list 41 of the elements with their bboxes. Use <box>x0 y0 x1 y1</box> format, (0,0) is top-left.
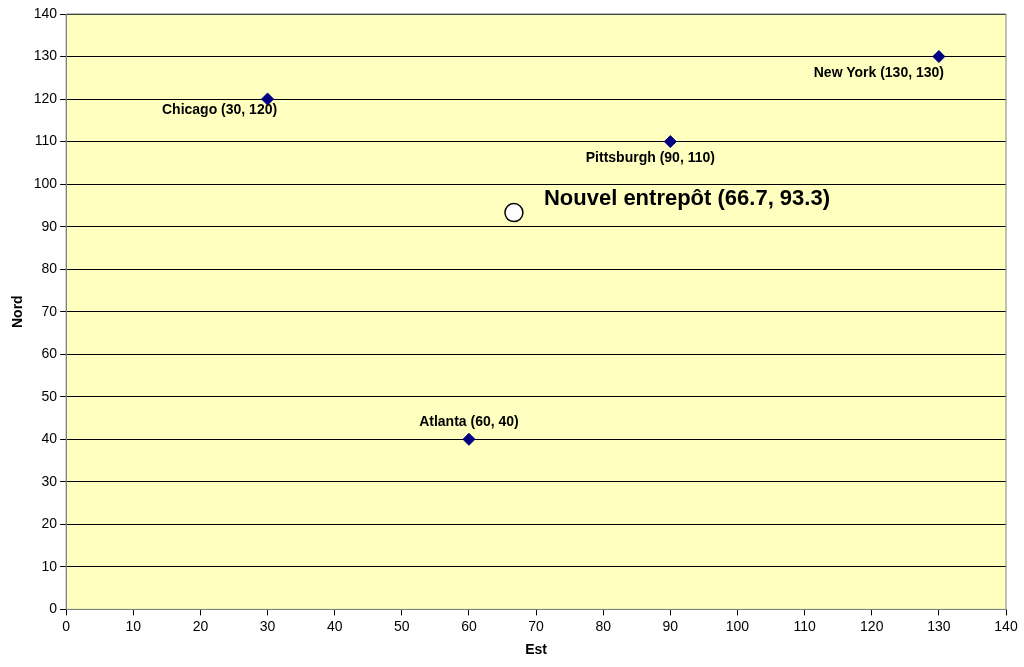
x-tick-label: 50 <box>394 617 410 634</box>
x-tick-label: 40 <box>326 617 343 634</box>
point <box>663 135 677 149</box>
point <box>932 50 946 64</box>
x-tick-label: 20 <box>192 617 209 634</box>
y-tick-label: 130 <box>33 47 58 64</box>
y-tick-label: 50 <box>41 387 58 404</box>
annotation: Chicago (30, 120) <box>161 100 278 117</box>
y-tick-label: 30 <box>41 472 58 489</box>
y-tick-label: 100 <box>33 174 58 191</box>
y-tick-label: 70 <box>41 302 58 319</box>
x-tick-label: 30 <box>259 617 276 634</box>
x-tick-label: 130 <box>927 617 951 634</box>
annotation: New York (130, 130) <box>813 64 944 81</box>
y-tick-label: 110 <box>34 132 58 149</box>
x-tick-label: 90 <box>662 617 679 634</box>
y-tick-label: 90 <box>41 217 58 234</box>
x-tick-label: 110 <box>793 617 816 634</box>
y-tick-label: 10 <box>41 557 58 574</box>
y-tick-label: 80 <box>41 260 58 277</box>
x-tick-label: 70 <box>528 617 545 634</box>
y-tick-label: 120 <box>33 89 58 106</box>
x-tick-label: 80 <box>595 617 612 634</box>
x-tick-label: 140 <box>994 617 1018 634</box>
x-tick-label: 120 <box>860 617 884 634</box>
y-tick-label: 60 <box>41 345 58 362</box>
annotation: Nouvel entrepôt (66.7, 93.3) <box>543 184 831 210</box>
x-tick-label: 0 <box>62 617 71 634</box>
y-tick-label: 0 <box>49 600 58 617</box>
y-tick-label: 20 <box>41 515 58 532</box>
x-tick-label: 100 <box>725 617 750 634</box>
point <box>504 202 524 223</box>
point <box>462 432 476 446</box>
x-tick-label: 60 <box>461 617 477 634</box>
annotation: Atlanta (60, 40) <box>419 413 519 430</box>
y-tick-label: 140 <box>33 4 58 21</box>
y-tick-label: 40 <box>41 430 58 447</box>
annotation: Pittsburgh (90, 110) <box>585 149 715 166</box>
x-tick-label: 10 <box>125 617 142 634</box>
x-axis-title: Est <box>525 641 548 658</box>
y-axis-title: Nord <box>9 295 26 329</box>
